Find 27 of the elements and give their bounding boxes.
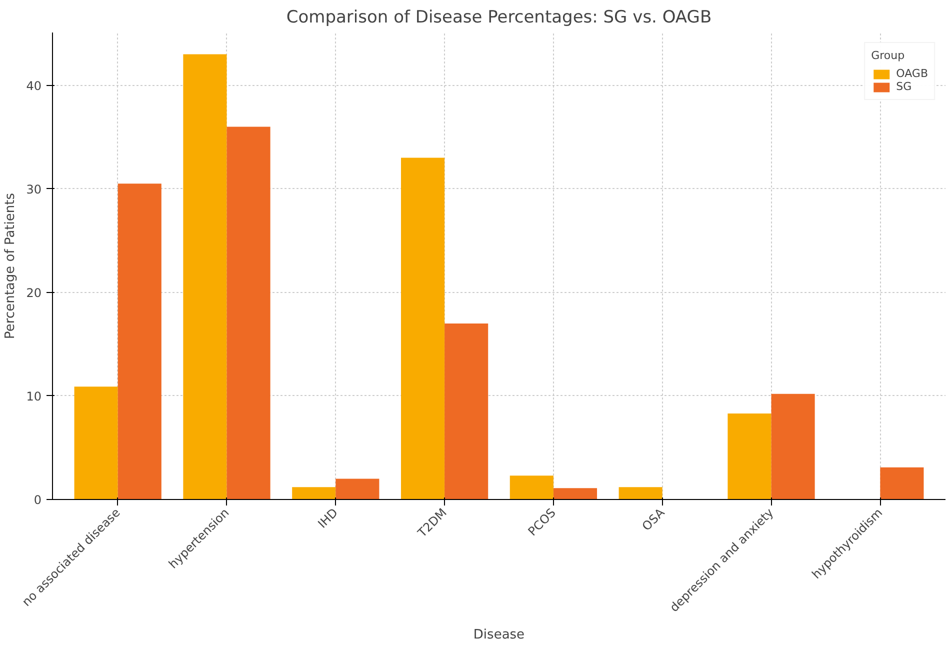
- bar: [336, 478, 380, 500]
- bar: [880, 467, 924, 500]
- x-axis-title: Disease: [473, 628, 525, 643]
- y-tick-label: 20: [26, 286, 42, 300]
- bar: [618, 487, 662, 500]
- x-tick-label: OSA: [639, 504, 668, 534]
- bar: [728, 414, 772, 500]
- y-axis-title: Percentage of Patients: [3, 192, 18, 339]
- chart-title: Comparison of Disease Percentages: SG vs. OAGB: [286, 8, 712, 28]
- bar: [444, 323, 488, 500]
- y-tick-label: 10: [26, 389, 42, 404]
- bar: [292, 487, 336, 500]
- bar: [226, 126, 270, 500]
- x-tick-label: IHD: [315, 506, 341, 531]
- bar: [183, 54, 227, 500]
- bar: [553, 488, 598, 500]
- legend-label: OAGB: [896, 67, 928, 80]
- bar: [771, 394, 815, 500]
- y-tick-label: 40: [26, 78, 42, 93]
- legend-label: SG: [896, 80, 913, 93]
- bar: [510, 476, 554, 500]
- bar: [74, 386, 118, 500]
- y-tick-label: 0: [34, 493, 42, 507]
- bar: [400, 158, 445, 500]
- legend-title: Group: [871, 49, 906, 62]
- y-tick-label: 30: [26, 182, 42, 196]
- bar: [118, 184, 162, 500]
